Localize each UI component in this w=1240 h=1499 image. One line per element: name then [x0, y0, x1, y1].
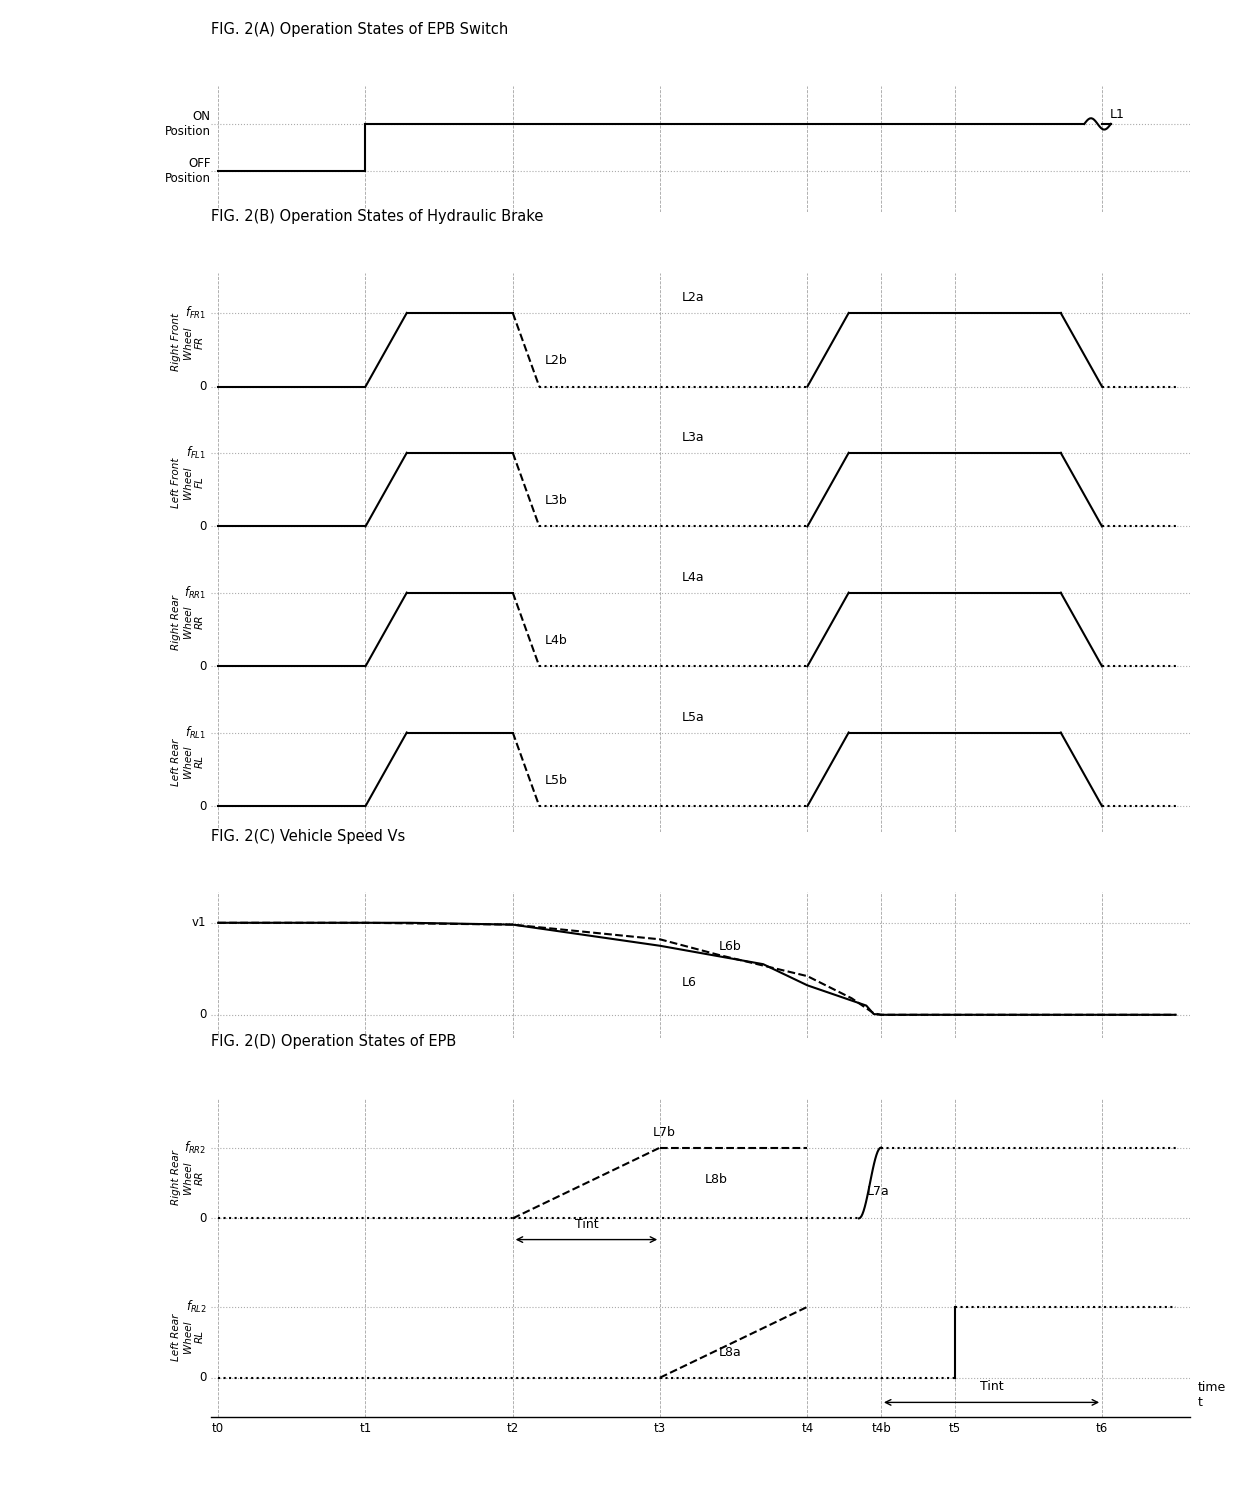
Text: L1: L1 [1110, 108, 1125, 121]
Text: L2a: L2a [682, 291, 704, 304]
Text: L5b: L5b [546, 773, 568, 787]
Text: L6: L6 [682, 976, 697, 989]
Text: v1: v1 [192, 916, 206, 929]
Text: Tint: Tint [574, 1219, 598, 1231]
Text: L4b: L4b [546, 634, 568, 648]
Text: t5: t5 [949, 1421, 961, 1435]
Text: Left Rear
Wheel
RL: Left Rear Wheel RL [171, 739, 205, 785]
Text: FIG. 2(C) Vehicle Speed Vs: FIG. 2(C) Vehicle Speed Vs [211, 829, 405, 844]
Text: Right Rear
Wheel
RR: Right Rear Wheel RR [171, 595, 205, 649]
Text: OFF
Position: OFF Position [165, 157, 211, 186]
Text: Tint: Tint [980, 1381, 1003, 1393]
Text: L2b: L2b [546, 354, 568, 367]
Text: 0: 0 [198, 1211, 206, 1225]
Text: $f_{FR1}$: $f_{FR1}$ [185, 304, 206, 321]
Text: $f_{RL1}$: $f_{RL1}$ [186, 724, 206, 741]
Text: $f_{RR1}$: $f_{RR1}$ [185, 585, 206, 601]
Text: L7a: L7a [867, 1184, 889, 1198]
Text: L3b: L3b [546, 495, 568, 507]
Text: t4b: t4b [872, 1421, 890, 1435]
Text: L7b: L7b [652, 1126, 676, 1139]
Text: FIG. 2(D) Operation States of EPB: FIG. 2(D) Operation States of EPB [211, 1034, 456, 1049]
Text: 0: 0 [198, 799, 206, 812]
Text: t6: t6 [1096, 1421, 1109, 1435]
Text: $f_{RL2}$: $f_{RL2}$ [186, 1298, 206, 1315]
Text: Left Rear
Wheel
RL: Left Rear Wheel RL [171, 1313, 205, 1361]
Text: 0: 0 [198, 1372, 206, 1384]
Text: $f_{FL1}$: $f_{FL1}$ [186, 445, 206, 460]
Text: Right Rear
Wheel
RR: Right Rear Wheel RR [171, 1150, 205, 1205]
Text: 0: 0 [198, 1009, 206, 1021]
Text: L4a: L4a [682, 571, 704, 583]
Text: Left Front
Wheel
FL: Left Front Wheel FL [171, 457, 205, 508]
Text: t1: t1 [360, 1421, 372, 1435]
Text: FIG. 2(B) Operation States of Hydraulic Brake: FIG. 2(B) Operation States of Hydraulic … [211, 208, 543, 223]
Text: L3a: L3a [682, 432, 704, 444]
Text: L8a: L8a [719, 1346, 742, 1360]
Text: L5a: L5a [682, 711, 704, 724]
Text: 0: 0 [198, 520, 206, 534]
Text: Right Front
Wheel
FR: Right Front Wheel FR [171, 313, 205, 372]
Text: t3: t3 [653, 1421, 666, 1435]
Text: L6b: L6b [719, 940, 742, 953]
Text: L8b: L8b [704, 1172, 727, 1186]
Text: t4: t4 [801, 1421, 813, 1435]
Text: 0: 0 [198, 381, 206, 393]
Text: FIG. 2(A) Operation States of EPB Switch: FIG. 2(A) Operation States of EPB Switch [211, 22, 508, 37]
Text: t0: t0 [212, 1421, 224, 1435]
Text: t2: t2 [507, 1421, 518, 1435]
Text: 0: 0 [198, 660, 206, 673]
Text: $f_{RR2}$: $f_{RR2}$ [185, 1139, 206, 1156]
Text: ON
Position: ON Position [165, 109, 211, 138]
Text: time
t: time t [1198, 1381, 1226, 1409]
